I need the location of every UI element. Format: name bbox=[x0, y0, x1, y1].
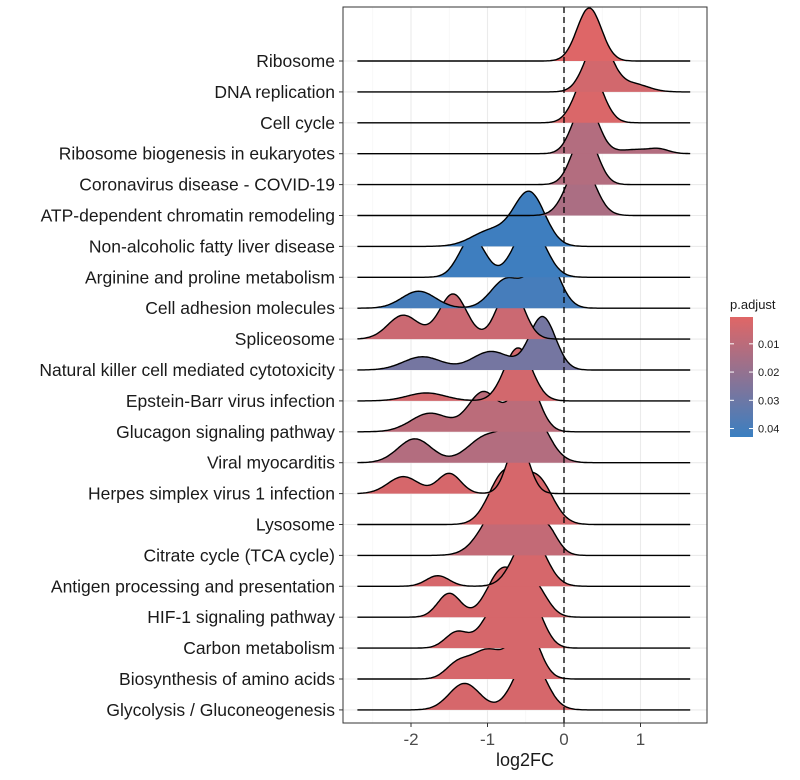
ridge-non-alcoholic-fatty-liver-disease bbox=[357, 190, 691, 248]
y-tick-label: Citrate cycle (TCA cycle) bbox=[143, 545, 335, 565]
ridge-fill bbox=[357, 191, 691, 247]
legend-colorbar bbox=[730, 317, 753, 437]
ridge-outline bbox=[357, 130, 691, 186]
x-tick-label: -1 bbox=[480, 730, 495, 749]
y-tick-label: Ribosome biogenesis in eukaryotes bbox=[59, 144, 336, 164]
y-tick-label: DNA replication bbox=[214, 82, 335, 102]
ridge-fill bbox=[357, 224, 691, 278]
panel-border bbox=[342, 6, 708, 724]
ridge-fill bbox=[357, 592, 691, 649]
y-tick-label: Spliceosome bbox=[235, 329, 335, 349]
ridge-ribosome-biogenesis-in-eukaryotes bbox=[357, 100, 691, 155]
ridge-fill bbox=[357, 316, 691, 370]
ridge-outline bbox=[357, 37, 691, 93]
ridge-outline bbox=[357, 315, 691, 371]
ridge-outline bbox=[357, 190, 691, 248]
y-tick-label: Carbon metabolism bbox=[183, 638, 335, 658]
ridge-outline bbox=[357, 161, 691, 217]
ridge-fill bbox=[357, 502, 691, 556]
y-axis: Ribosome DNA replication Cell cycle Ribosom… bbox=[39, 51, 343, 720]
ridge-fill bbox=[357, 8, 691, 61]
legend-ticks: 0.01 0.02 0.03 0.04 bbox=[730, 339, 779, 436]
ridge-fill bbox=[357, 656, 691, 710]
x-axis: -2 -1 0 1 bbox=[403, 723, 645, 749]
legend-tick-label: 0.04 bbox=[758, 424, 779, 436]
ridge-fill bbox=[357, 69, 691, 123]
x-tick-label: -2 bbox=[403, 730, 418, 749]
y-tick-label: Glycolysis / Gluconeogenesis bbox=[106, 700, 335, 720]
y-tick-label: Herpes simplex virus 1 infection bbox=[88, 484, 335, 504]
x-tick-label: 1 bbox=[636, 730, 645, 749]
ridge-ribosome bbox=[357, 7, 691, 62]
ridge-atp-dependent-chromatin-remodeling bbox=[357, 161, 691, 217]
y-tick-label: Epstein-Barr virus infection bbox=[126, 391, 335, 411]
ridge-fill bbox=[357, 286, 691, 340]
legend-title: p.adjust bbox=[730, 297, 776, 312]
legend: p.adjust 0.01 0.02 0.03 0.04 bbox=[730, 297, 779, 437]
ridge-outline bbox=[357, 69, 691, 124]
y-tick-label: Antigen processing and presentation bbox=[51, 576, 335, 596]
ridge-outline bbox=[357, 7, 691, 62]
y-tick-label: Glucagon signaling pathway bbox=[116, 422, 335, 442]
ridge-coronavirus-disease-covid-19 bbox=[357, 130, 691, 186]
y-tick-label: Non-alcoholic fatty liver disease bbox=[89, 236, 335, 256]
ridge-fill bbox=[357, 468, 691, 525]
y-tick-label: Coronavirus disease - COVID-19 bbox=[79, 175, 335, 195]
y-tick-label: ATP-dependent chromatin remodeling bbox=[41, 206, 335, 226]
y-tick-label: Lysosome bbox=[256, 515, 335, 535]
y-tick-label: Viral myocarditis bbox=[207, 453, 335, 473]
x-tick-label: 0 bbox=[559, 730, 568, 749]
legend-tick-label: 0.03 bbox=[758, 395, 779, 407]
y-tick-label: Biosynthesis of amino acids bbox=[119, 669, 335, 689]
legend-tick-label: 0.01 bbox=[758, 339, 779, 351]
y-tick-label: Arginine and proline metabolism bbox=[85, 267, 335, 287]
ridge-fill bbox=[357, 377, 691, 432]
ridge-outline bbox=[357, 100, 691, 155]
ridge-fill bbox=[357, 253, 691, 309]
legend-tick-label: 0.02 bbox=[758, 367, 779, 379]
ridge-fill bbox=[357, 623, 691, 679]
x-axis-title: log2FC bbox=[496, 750, 554, 770]
y-tick-label: Cell cycle bbox=[260, 113, 335, 133]
ridge-fill bbox=[357, 440, 691, 494]
ridge-fill bbox=[357, 347, 691, 401]
y-tick-label: Ribosome bbox=[256, 51, 335, 71]
ridge-fill bbox=[357, 407, 691, 463]
ridge-fill bbox=[357, 567, 691, 618]
y-tick-label: HIF-1 signaling pathway bbox=[147, 607, 335, 627]
y-tick-label: Natural killer cell mediated cytotoxicit… bbox=[39, 360, 335, 380]
y-tick-label: Cell adhesion molecules bbox=[145, 298, 335, 318]
ridge-cell-cycle bbox=[357, 69, 691, 124]
ridges bbox=[357, 7, 691, 711]
ridge-fill bbox=[357, 533, 691, 587]
ridge-natural-killer-cell-mediated-cytotoxicity bbox=[357, 315, 691, 371]
